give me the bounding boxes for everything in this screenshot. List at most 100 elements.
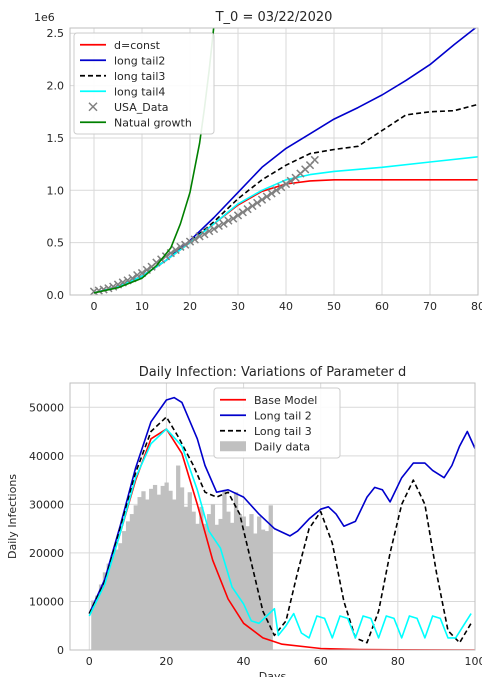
axes-frame: [69, 382, 476, 651]
legend-label: Long tail 2: [254, 409, 312, 422]
y-multiplier-label: 1e6: [34, 11, 55, 24]
y-tick-label: 40000: [29, 450, 64, 463]
series-usa-data-point: [176, 242, 185, 251]
bar-daily-data: [145, 499, 150, 650]
x-tick-label: 20: [159, 655, 173, 668]
legend-box: [73, 32, 215, 135]
x-tick-label: 100: [465, 655, 482, 668]
bar-daily-data: [253, 533, 258, 650]
series-long-tail-2-line: [88, 396, 475, 614]
series-usa-data-point: [272, 186, 281, 195]
bar-daily-data: [176, 465, 181, 650]
bar-daily-data: [102, 572, 108, 650]
legend: d=const long tail2 long tail3 long tail4 USA…: [73, 32, 215, 135]
legend-marker: [88, 102, 98, 112]
y-tick-label: 20000: [29, 547, 64, 560]
plot-area: [89, 28, 478, 295]
series-usa-data-point: [209, 224, 219, 234]
bar-daily-data: [241, 516, 246, 650]
series-usa-data-point: [152, 258, 161, 267]
bar-daily-data: [160, 485, 165, 650]
series-usa-data-point: [286, 176, 295, 186]
series-usa-data-point: [224, 216, 233, 225]
y-tick-label: 10000: [29, 595, 64, 608]
y-tick-label: 2.5: [47, 27, 65, 40]
series-usa-data-point: [185, 237, 195, 246]
y-tick-label: 30000: [29, 498, 64, 511]
legend-label: Long tail 3: [254, 425, 312, 438]
y-tick-label: 0: [57, 644, 64, 657]
bar-daily-data: [149, 488, 154, 650]
bar-daily-data: [98, 584, 104, 650]
legend-marker: [220, 441, 246, 452]
bar-daily-data: [129, 514, 135, 650]
series-usa-data-point: [133, 270, 142, 280]
x-axis-label: Days: [259, 670, 287, 677]
series-usa-data-point: [267, 189, 276, 198]
series-usa-data-point: [161, 252, 171, 261]
bar-daily-data: [133, 505, 138, 650]
bar-daily-data: [218, 518, 223, 650]
bar-daily-data: [152, 484, 158, 650]
bar-daily-data: [91, 600, 96, 650]
bar-daily-data: [114, 549, 119, 650]
legend-label: Natual growth: [114, 116, 192, 129]
series-usa-data-point: [219, 219, 228, 228]
series-usa-data-point: [310, 155, 319, 165]
bar-daily-data: [206, 514, 212, 650]
bar-daily-data: [191, 511, 196, 650]
legend-label: long tail3: [114, 70, 165, 83]
bar-daily-data: [164, 482, 169, 650]
bar-daily-data: [122, 531, 127, 650]
legend-label: Daily data: [254, 440, 310, 453]
x-tick-label: 20: [183, 300, 197, 313]
x-tick-label: 0: [86, 655, 93, 668]
x-tick-label: 60: [314, 655, 328, 668]
y-axis-label: Daily Infections: [6, 474, 19, 559]
series-long-tail-3-line: [88, 416, 472, 644]
y-tick-label: 50000: [29, 401, 64, 414]
axes-frame: [69, 27, 479, 296]
bar-daily-data: [95, 595, 100, 650]
bar-daily-data: [118, 543, 123, 650]
daily-infections-chart: 0 20 40 60 80 100 0 10000 20000 30000 40000 50000 Da…: [6, 365, 482, 677]
y-tick-label: 0.0: [47, 289, 65, 302]
series-usa-data-point: [205, 226, 214, 236]
series-usa-data-point: [229, 214, 238, 223]
x-tick-label: 40: [279, 300, 293, 313]
legend: Base Model Long tail 2 Long tail 3 Daily da…: [213, 387, 341, 459]
series-long-tail4-line: [93, 156, 478, 294]
bar-daily-data: [237, 514, 243, 650]
bar-daily-data: [222, 489, 227, 650]
legend-label: USA_Data: [114, 101, 169, 114]
series-usa-data-point: [200, 230, 209, 239]
bar-daily-data: [168, 490, 173, 650]
bar-daily-data: [245, 526, 250, 650]
x-tick-label: 0: [91, 300, 98, 313]
bar-daily-data: [199, 506, 204, 650]
bar-daily-data: [203, 523, 208, 650]
cumulative-cases-chart: 0 10 20 30 40 50 60 70 80 0.0 0.5 1.0 1.5 2.0 2.5 T_0 =…: [34, 10, 482, 313]
bar-daily-data: [264, 531, 270, 650]
bar-daily-data: [141, 491, 146, 650]
x-tick-label: 70: [423, 300, 437, 313]
x-tick-label: 80: [471, 300, 482, 313]
series-usa-data-point: [257, 195, 267, 204]
x-tick-label: 30: [231, 300, 245, 313]
bar-daily-data: [172, 499, 177, 650]
bar-daily-data: [106, 563, 111, 650]
chart-title: T_0 = 03/22/2020: [215, 10, 333, 25]
series-usa-data-point: [253, 198, 262, 207]
series-long-tail4-line: [88, 428, 472, 639]
bar-daily-data: [110, 555, 115, 650]
x-tick-label: 80: [391, 655, 405, 668]
series-usa-data-point: [233, 211, 243, 220]
legend-label: long tail2: [114, 54, 165, 67]
bar-daily-data: [249, 514, 254, 650]
series-usa-data-point: [262, 192, 271, 201]
chart-title: Daily Infection: Variations of Parameter…: [139, 365, 407, 380]
bar-daily-data: [179, 487, 185, 650]
legend-label: long tail4: [114, 85, 165, 98]
series-long-tail3-line: [93, 103, 478, 294]
